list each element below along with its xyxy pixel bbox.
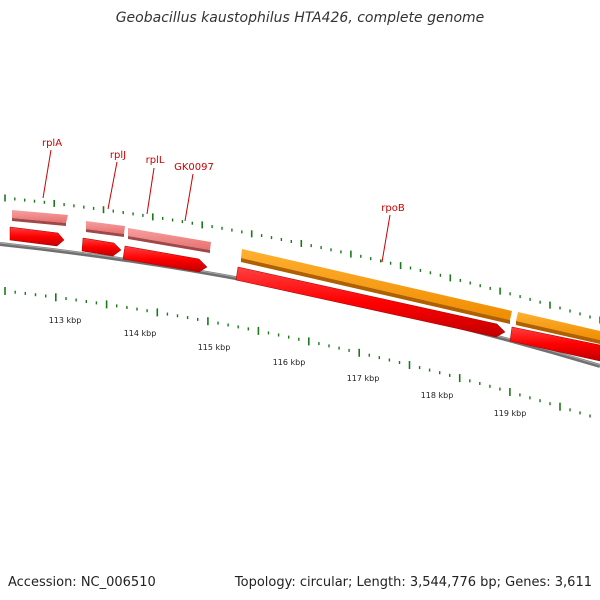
gene-label-rpoB[interactable]: rpoB xyxy=(381,203,405,214)
genome-backbone xyxy=(0,242,600,368)
gene-arrow-rplJ[interactable] xyxy=(81,237,122,257)
gene-rpoB-edge xyxy=(241,258,510,324)
gene-rplL-bar[interactable] xyxy=(128,228,211,250)
scale-label-119: 119 kbp xyxy=(494,409,527,418)
gene-label-GK0097[interactable]: GK0097 xyxy=(174,162,214,173)
gene-rplL-edge xyxy=(128,236,210,253)
scale-label-116: 116 kbp xyxy=(273,358,306,367)
genome-summary-text: Topology: circular; Length: 3,544,776 bp… xyxy=(234,575,592,590)
gene-label-rplL[interactable]: rplL xyxy=(146,155,165,166)
scale-labels: 113 kbp 114 kbp 115 kbp 116 kbp 117 kbp … xyxy=(49,316,527,418)
genome-backbone-highlight xyxy=(0,242,600,366)
leader-line-rplJ xyxy=(107,161,118,210)
leader-line-rplA xyxy=(42,149,52,199)
map-title: Geobacillus kaustophilus HTA426, complet… xyxy=(116,10,485,26)
gene-rpoB-bar[interactable] xyxy=(241,249,512,320)
gene-arrow-rpoB[interactable] xyxy=(235,266,506,338)
scale-label-118: 118 kbp xyxy=(421,391,454,400)
gene-labels: rplA rplJ rplL GK0097 rpoB xyxy=(42,138,405,263)
scale-label-114: 114 kbp xyxy=(124,329,157,338)
gene-rplJ-edge xyxy=(86,229,124,237)
gene-arrow-rplL[interactable] xyxy=(122,245,208,273)
gene-rplA-edge xyxy=(12,218,66,226)
gene-arrow-rplA[interactable] xyxy=(9,226,65,247)
outer-tick-track xyxy=(4,194,600,324)
leader-line-GK0097 xyxy=(184,173,194,222)
gene-label-rplJ[interactable]: rplJ xyxy=(110,150,126,161)
gene-rplJ-bar[interactable] xyxy=(86,221,125,234)
scale-label-117: 117 kbp xyxy=(347,374,380,383)
gene-rpoC-edge xyxy=(516,321,600,344)
leader-line-rpoB xyxy=(381,214,391,263)
gene-row-lower xyxy=(9,226,600,362)
gene-arrow-rpoC[interactable] xyxy=(509,326,600,362)
accession-text: Accession: NC_006510 xyxy=(8,575,156,590)
gene-rplA-bar[interactable] xyxy=(12,210,68,223)
scale-tick-track xyxy=(4,287,591,418)
scale-label-115: 115 kbp xyxy=(198,343,231,352)
leader-line-rplL xyxy=(146,167,155,215)
gene-row-upper xyxy=(12,210,600,344)
gene-rpoC-bar[interactable] xyxy=(516,312,600,340)
gene-label-rplA[interactable]: rplA xyxy=(42,138,62,149)
scale-label-113: 113 kbp xyxy=(49,316,82,325)
